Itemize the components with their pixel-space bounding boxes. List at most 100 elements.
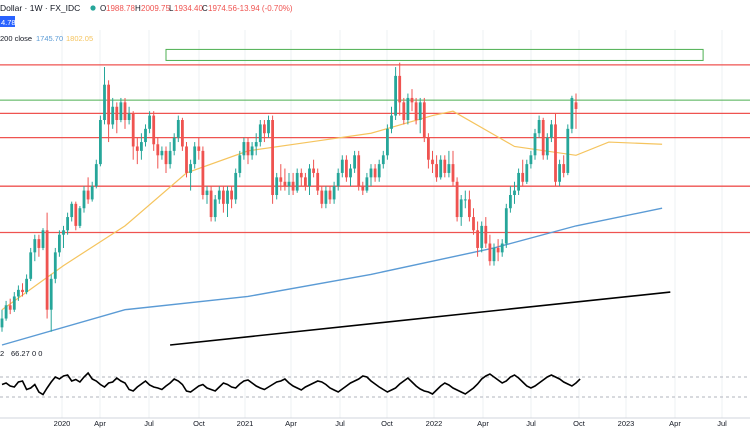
candle-body [533, 133, 537, 156]
candle-body [558, 164, 561, 182]
candle-body [357, 155, 361, 187]
candle-body [402, 102, 406, 120]
candle-body [340, 159, 344, 173]
candle-body [123, 102, 127, 120]
candle-body [127, 113, 131, 120]
ma-slow-line [1, 207, 663, 346]
candle-body [550, 124, 553, 138]
candle-body [250, 146, 254, 156]
candle-body [156, 144, 160, 156]
ohlc-low-value: 1934.40 [174, 4, 203, 13]
candle-body [418, 102, 422, 120]
candle-body [263, 124, 266, 134]
ohlc-close-key: C [202, 4, 208, 13]
rsi-value: 66.27 [11, 349, 30, 358]
candle-body [152, 115, 156, 145]
candle-body [49, 278, 53, 310]
candle-body [103, 84, 106, 120]
candle-body [111, 106, 115, 125]
candle-body [37, 239, 41, 248]
candle-body [447, 164, 451, 173]
candle-body [242, 142, 246, 156]
candle-body [168, 150, 172, 165]
candle-body [480, 225, 484, 248]
candle-body [115, 106, 119, 120]
candle-body [82, 190, 86, 209]
candle-body [566, 128, 570, 173]
ohlc-high-value: 2009.75 [141, 4, 170, 13]
candle-body [8, 305, 12, 310]
rsi-label: 2 [0, 349, 4, 358]
ohlc-change: -13.94 (-0.70%) [237, 4, 293, 13]
market-status-dot [90, 5, 96, 11]
candle-body [517, 172, 520, 191]
candle-body [144, 128, 147, 143]
ohlc-close-value: 1974.56 [208, 4, 237, 13]
candle-body [222, 190, 225, 204]
symbol-title: Dollar · 1W · FX_IDC [0, 3, 80, 13]
candle-body [254, 142, 258, 147]
x-tick-label: Jul [335, 419, 345, 428]
candle-body [386, 128, 389, 156]
ma-fast-value: 1802.05 [66, 34, 93, 43]
x-tick-label: Jul [717, 419, 727, 428]
candle-body [504, 208, 508, 244]
candle-body [492, 247, 496, 262]
candle-body [336, 172, 340, 187]
x-tick-label: Jul [144, 419, 154, 428]
candle-body [324, 190, 328, 204]
x-tick-label: Oct [193, 419, 206, 428]
candle-body [365, 177, 369, 191]
candle-body [148, 115, 151, 129]
candle-body [74, 203, 78, 226]
candle-body [53, 252, 57, 279]
candle-body [78, 208, 82, 226]
candle-body [472, 217, 475, 231]
candle-body [135, 146, 139, 151]
candle-body [541, 120, 545, 156]
candle-body [328, 190, 332, 200]
candle-body [562, 164, 566, 173]
x-tick-label: Oct [573, 419, 586, 428]
candle-body [570, 97, 574, 129]
candle-body [90, 186, 94, 200]
candle-body [349, 168, 352, 178]
candle-body [21, 289, 24, 293]
resistance-zone [165, 48, 704, 61]
ohlc-high-key: H [135, 4, 141, 13]
candle-body [0, 318, 4, 328]
candle-body [140, 142, 143, 151]
candle-body [279, 177, 283, 182]
candle-body [476, 230, 479, 248]
candle-body [33, 239, 37, 253]
candle-body [500, 243, 504, 253]
candle-body [258, 124, 262, 143]
candle-body [17, 289, 20, 297]
candle-body [107, 84, 110, 125]
candle-body [414, 102, 418, 120]
candle-body [287, 181, 291, 187]
ma-label: 200 close [0, 34, 32, 43]
candle-body [164, 150, 168, 165]
x-tick-label: Apr [477, 419, 489, 428]
candle-body [99, 120, 102, 165]
candle-body [316, 172, 320, 191]
candle-body [283, 181, 287, 187]
candle-body [45, 230, 49, 310]
x-tick-label: Oct [381, 419, 394, 428]
x-tick-label: Apr [94, 419, 106, 428]
candle-body [320, 190, 324, 204]
x-tick-label: Jul [526, 419, 536, 428]
ohlc-open-key: O [100, 4, 106, 13]
candle-body [66, 217, 69, 231]
candle-body [176, 120, 180, 138]
candle-body [443, 159, 447, 173]
candle-body [468, 199, 471, 218]
candle-body [496, 247, 500, 253]
candle-body [422, 102, 426, 138]
candle-body [394, 75, 397, 116]
candle-body [193, 146, 197, 165]
candle-body [217, 190, 221, 200]
